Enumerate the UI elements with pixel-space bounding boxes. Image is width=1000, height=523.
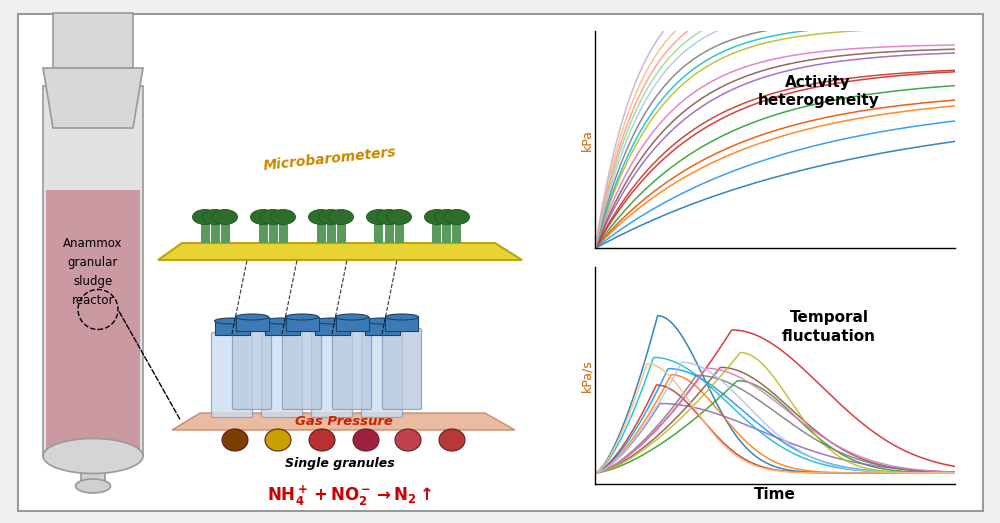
Bar bbox=[43, 86, 143, 456]
FancyBboxPatch shape bbox=[312, 333, 352, 417]
Ellipse shape bbox=[214, 318, 250, 324]
Ellipse shape bbox=[202, 210, 228, 224]
Bar bbox=[336, 317, 368, 331]
Bar bbox=[432, 217, 441, 243]
Ellipse shape bbox=[222, 429, 248, 451]
Ellipse shape bbox=[314, 318, 350, 324]
Bar bbox=[46, 190, 140, 456]
Ellipse shape bbox=[434, 210, 459, 224]
Ellipse shape bbox=[386, 210, 412, 224]
Bar bbox=[53, 13, 133, 68]
Ellipse shape bbox=[353, 429, 379, 451]
Bar bbox=[326, 217, 336, 243]
Ellipse shape bbox=[376, 210, 401, 224]
Ellipse shape bbox=[395, 429, 421, 451]
Text: Single granules: Single granules bbox=[285, 457, 395, 470]
Polygon shape bbox=[172, 413, 515, 430]
Ellipse shape bbox=[270, 210, 296, 224]
Bar bbox=[214, 321, 250, 335]
Ellipse shape bbox=[364, 318, 400, 324]
Ellipse shape bbox=[424, 210, 449, 224]
Bar bbox=[385, 317, 418, 331]
FancyBboxPatch shape bbox=[382, 328, 421, 410]
Polygon shape bbox=[158, 243, 522, 260]
FancyBboxPatch shape bbox=[332, 328, 372, 410]
Bar bbox=[236, 317, 268, 331]
Ellipse shape bbox=[328, 210, 354, 224]
Ellipse shape bbox=[76, 479, 110, 493]
Bar bbox=[336, 217, 346, 243]
Text: Gas Pressure: Gas Pressure bbox=[295, 415, 393, 428]
Bar bbox=[374, 217, 383, 243]
Polygon shape bbox=[43, 68, 143, 128]
Ellipse shape bbox=[212, 210, 238, 224]
Bar bbox=[384, 217, 394, 243]
Ellipse shape bbox=[444, 210, 470, 224]
Ellipse shape bbox=[318, 210, 344, 224]
FancyBboxPatch shape bbox=[283, 328, 322, 410]
X-axis label: Time: Time bbox=[754, 486, 796, 502]
Ellipse shape bbox=[366, 210, 391, 224]
Ellipse shape bbox=[286, 314, 318, 320]
Ellipse shape bbox=[250, 210, 276, 224]
Bar bbox=[316, 217, 326, 243]
FancyBboxPatch shape bbox=[362, 333, 402, 417]
Bar bbox=[286, 317, 318, 331]
Ellipse shape bbox=[309, 429, 335, 451]
Ellipse shape bbox=[192, 210, 218, 224]
Text: Microbarometers: Microbarometers bbox=[263, 145, 397, 173]
Ellipse shape bbox=[308, 210, 334, 224]
Y-axis label: kPa: kPa bbox=[581, 129, 594, 151]
Y-axis label: kPa/s: kPa/s bbox=[581, 359, 594, 392]
Bar bbox=[210, 217, 220, 243]
FancyBboxPatch shape bbox=[262, 333, 302, 417]
Text: $\mathbf{NH_4^+ + NO_2^- \rightarrow N_2\uparrow}$: $\mathbf{NH_4^+ + NO_2^- \rightarrow N_2… bbox=[267, 484, 433, 508]
Bar bbox=[264, 321, 300, 335]
Text: Temporal
fluctuation: Temporal fluctuation bbox=[782, 310, 876, 344]
Ellipse shape bbox=[385, 314, 418, 320]
Ellipse shape bbox=[43, 438, 143, 473]
Bar bbox=[442, 217, 451, 243]
Text: Activity
heterogeneity: Activity heterogeneity bbox=[757, 75, 879, 108]
Ellipse shape bbox=[439, 429, 465, 451]
Bar bbox=[314, 321, 350, 335]
Text: Anammox
granular
sludge
reactor: Anammox granular sludge reactor bbox=[63, 237, 123, 307]
Ellipse shape bbox=[236, 314, 268, 320]
Bar bbox=[220, 217, 230, 243]
Bar bbox=[394, 217, 404, 243]
Bar bbox=[278, 217, 288, 243]
Bar bbox=[268, 217, 278, 243]
Ellipse shape bbox=[264, 318, 300, 324]
FancyBboxPatch shape bbox=[232, 328, 272, 410]
Ellipse shape bbox=[260, 210, 286, 224]
Bar bbox=[364, 321, 400, 335]
Bar bbox=[452, 217, 461, 243]
Bar bbox=[200, 217, 210, 243]
Ellipse shape bbox=[336, 314, 368, 320]
Bar bbox=[81, 453, 105, 486]
FancyBboxPatch shape bbox=[211, 333, 252, 417]
Ellipse shape bbox=[265, 429, 291, 451]
Bar bbox=[258, 217, 268, 243]
